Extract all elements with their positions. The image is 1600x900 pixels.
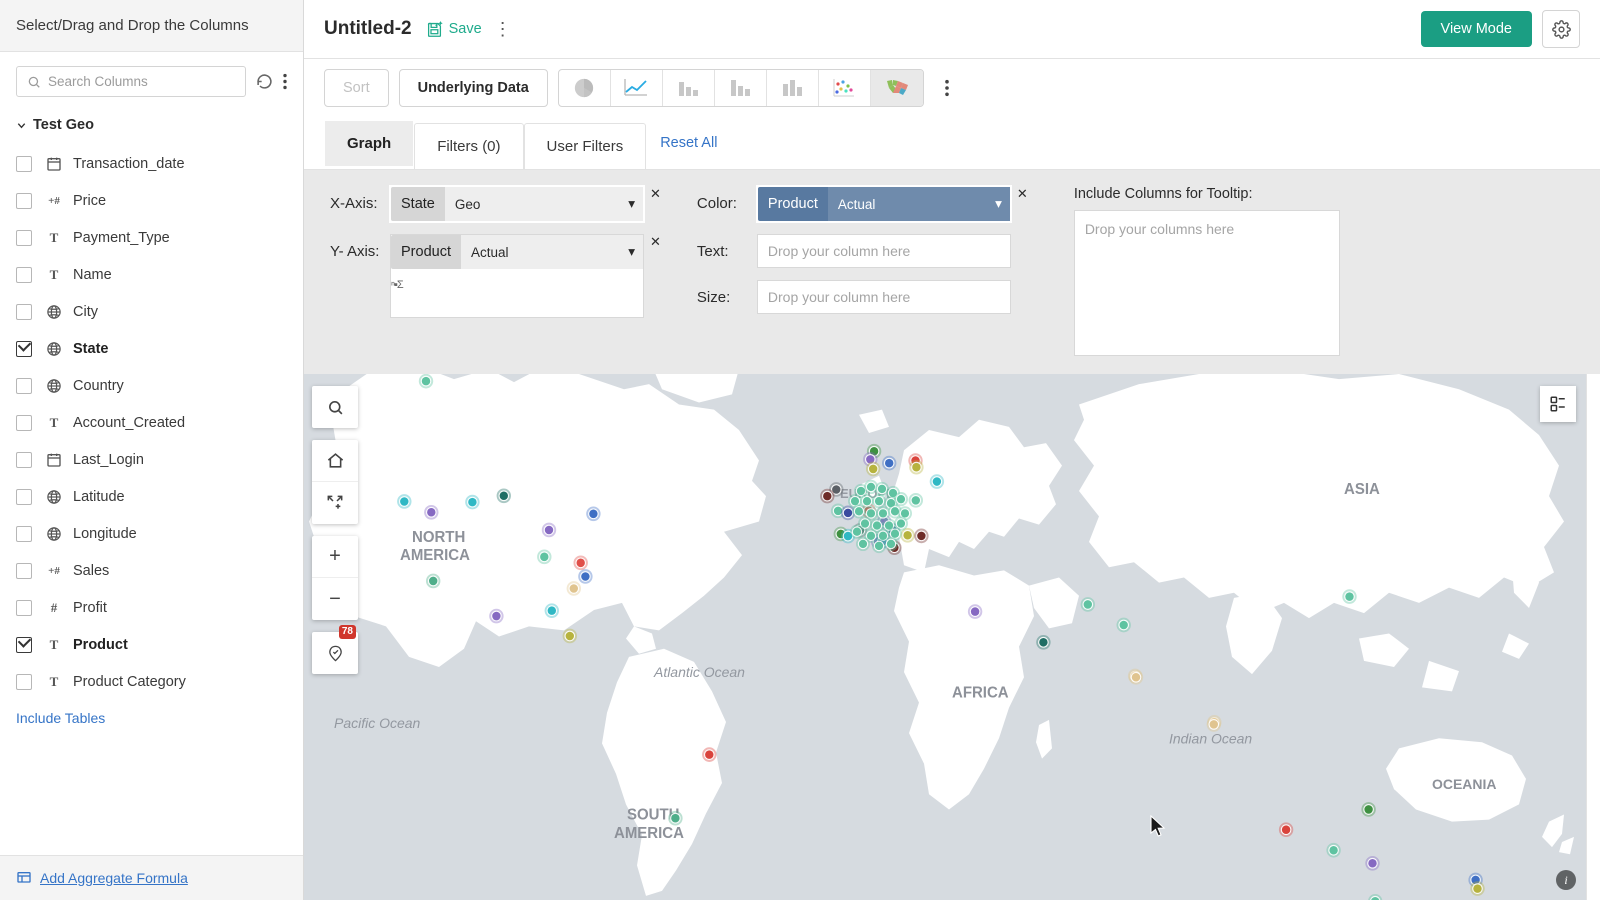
svg-text:NORTH: NORTH: [412, 529, 465, 546]
svg-text:Atlantic Ocean: Atlantic Ocean: [653, 664, 745, 680]
svg-text:Indian Ocean: Indian Ocean: [1169, 730, 1252, 746]
svg-text:ASIA: ASIA: [1344, 481, 1380, 498]
svg-text:AMERICA: AMERICA: [614, 825, 684, 842]
svg-text:OCEANIA: OCEANIA: [1432, 776, 1497, 792]
svg-text:Pacific Ocean: Pacific Ocean: [334, 715, 420, 731]
svg-text:AFRICA: AFRICA: [952, 684, 1009, 701]
svg-text:AMERICA: AMERICA: [400, 547, 470, 564]
